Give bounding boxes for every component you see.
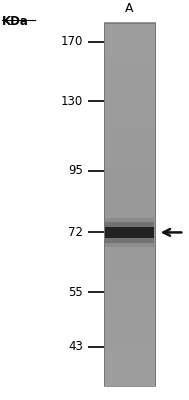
Text: 130: 130	[61, 95, 83, 108]
Bar	[104, 23, 155, 386]
Bar	[105, 218, 154, 227]
Text: A: A	[125, 2, 134, 15]
Text: 170: 170	[61, 35, 83, 48]
Bar	[105, 222, 154, 227]
Bar	[105, 238, 154, 246]
Text: 43: 43	[68, 340, 83, 353]
Bar	[105, 238, 154, 243]
Text: 72: 72	[68, 226, 83, 239]
Text: KDa: KDa	[2, 15, 29, 28]
Text: 95: 95	[68, 164, 83, 178]
Bar	[105, 227, 154, 238]
Text: 55: 55	[68, 286, 83, 299]
